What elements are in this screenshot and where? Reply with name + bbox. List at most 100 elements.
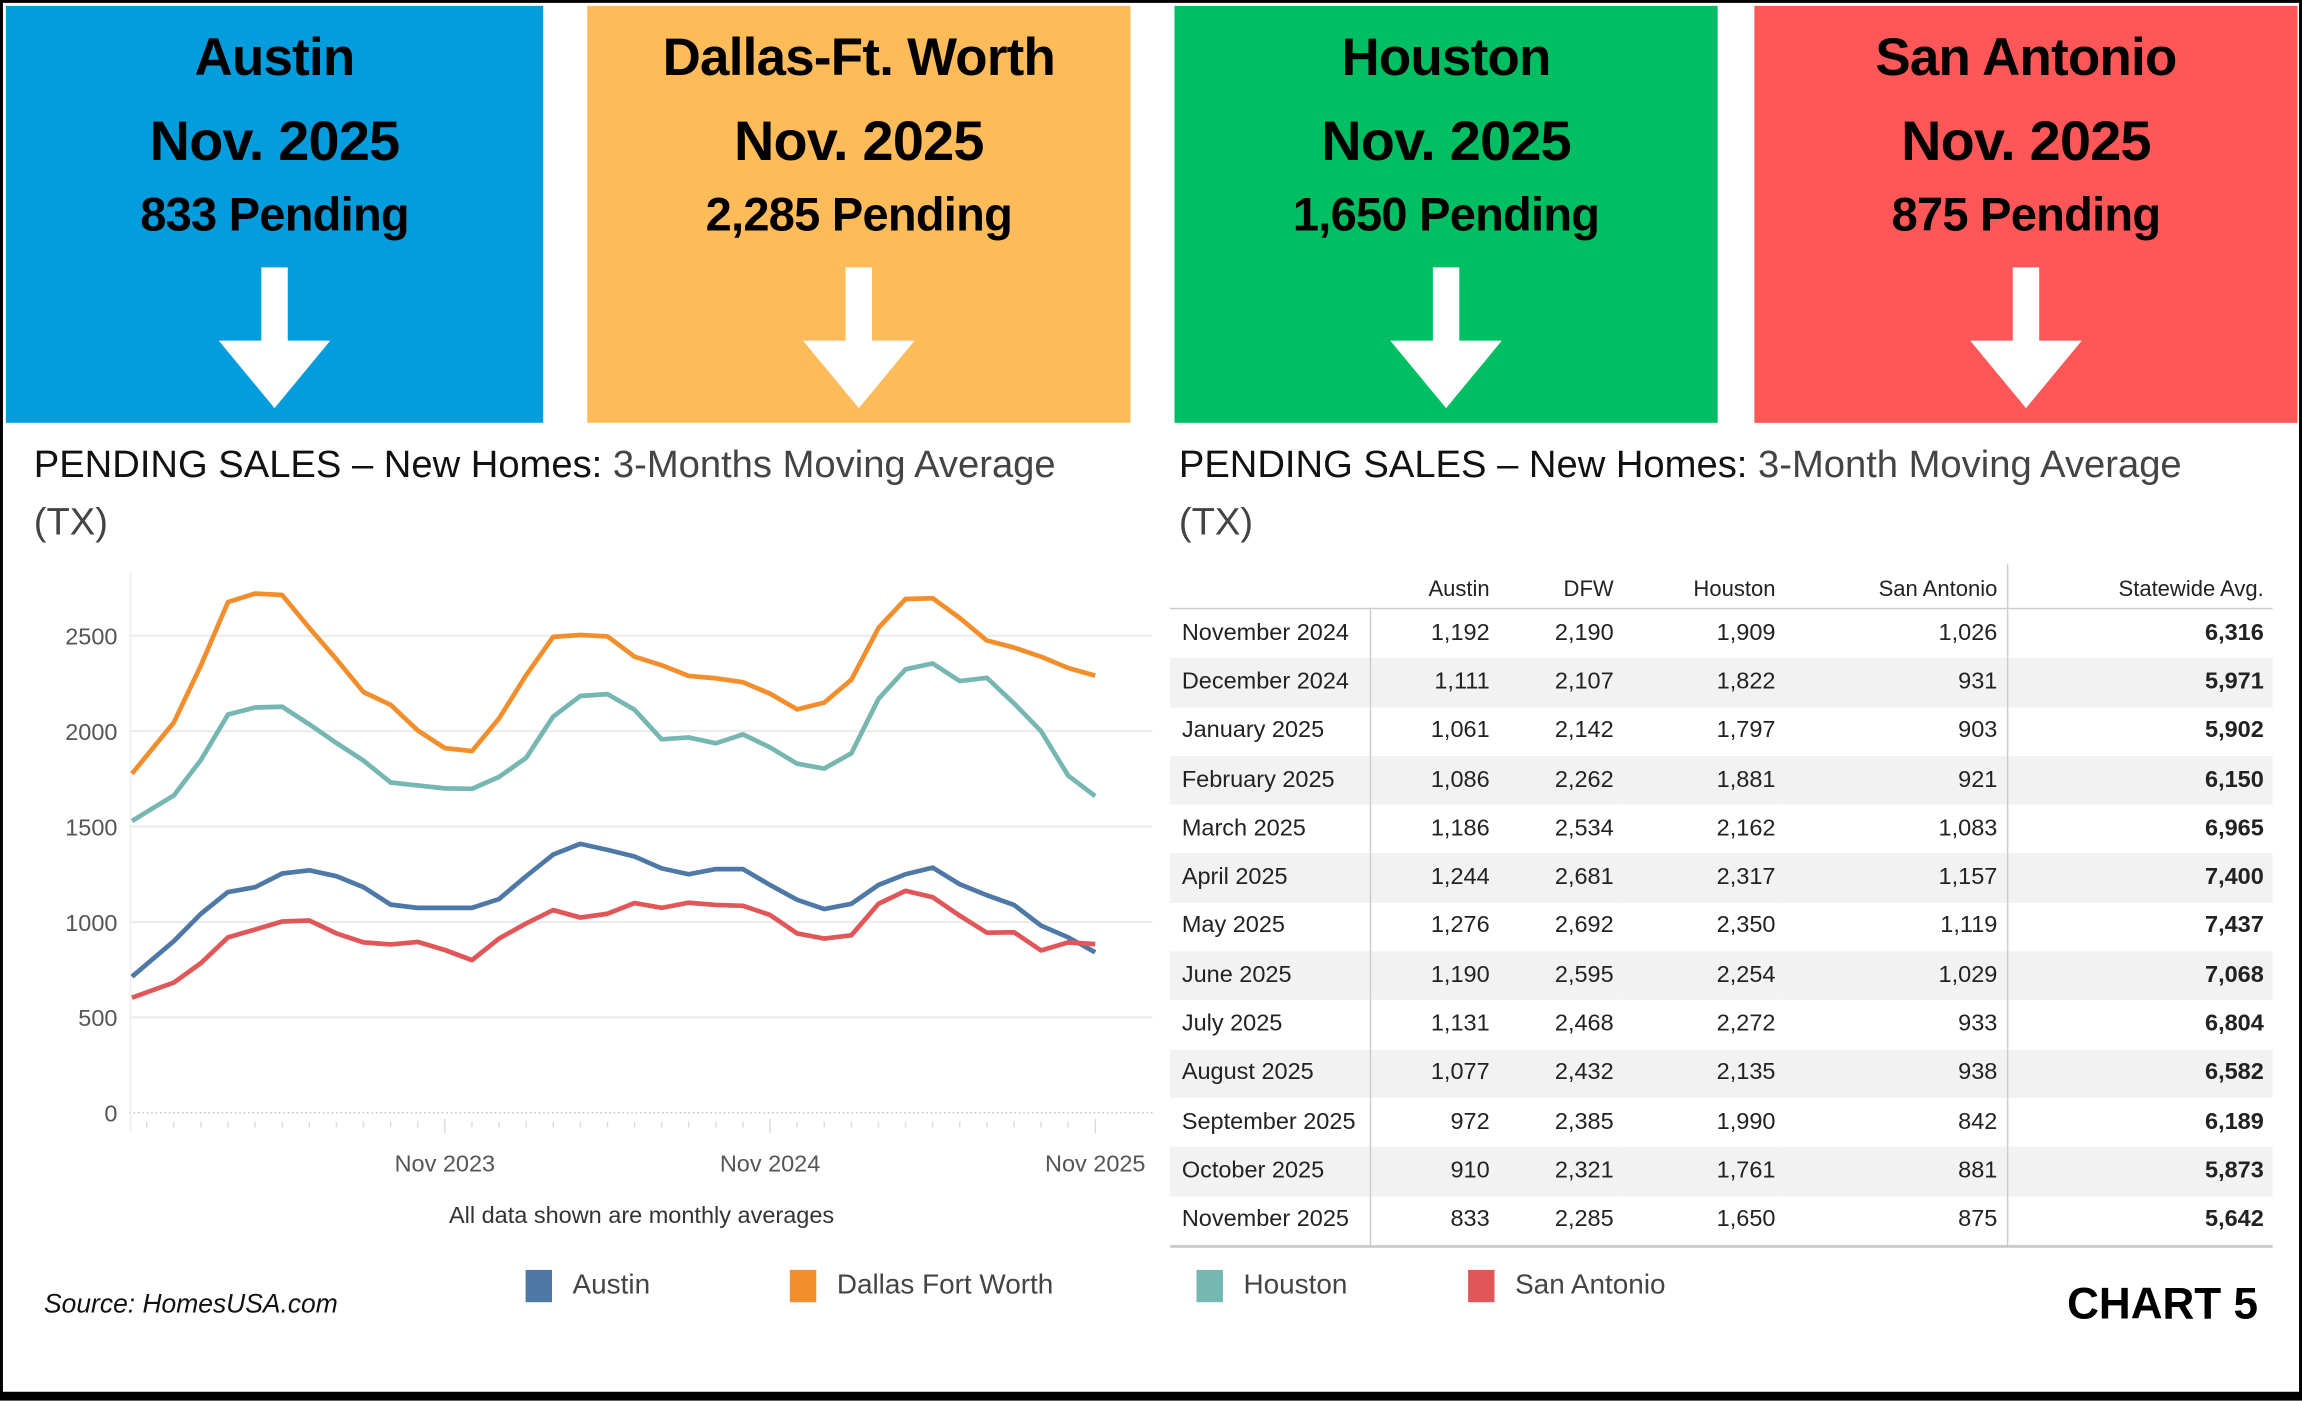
market-card: Houston Nov. 2025 1,650 Pending — [1174, 5, 1718, 423]
card-city: Austin — [194, 26, 356, 87]
card-city: San Antonio — [1875, 26, 2177, 87]
legend-label: Houston — [1243, 1269, 1348, 1301]
table-cell: 1,881 — [1716, 767, 1776, 793]
down-arrow-icon — [803, 267, 915, 409]
table-cell: 2,272 — [1716, 1011, 1776, 1037]
table-cell: 2,107 — [1554, 669, 1614, 695]
table-cell: 972 — [1450, 1109, 1490, 1135]
table-row: November 2024 1,192 2,190 1,909 1,026 6,316 — [1170, 607, 2273, 659]
table-cell: 2,142 — [1554, 718, 1614, 744]
table-cell: 2,595 — [1554, 962, 1614, 988]
table-cell: 2,321 — [1554, 1158, 1614, 1184]
table-cell: 1,761 — [1716, 1158, 1776, 1184]
table-cell: 938 — [1958, 1060, 1998, 1086]
table-cell: 1,909 — [1622, 607, 1785, 659]
table-row: October 2025 910 2,321 1,761 881 5,873 — [1170, 1146, 2273, 1196]
card-pending: 875 Pending — [1891, 187, 2161, 241]
table-title: PENDING SALES – New Homes: 3-Month Movin… — [1179, 436, 2207, 551]
table-row: May 2025 1,276 2,692 2,350 1,119 7,437 — [1170, 902, 2273, 952]
table-row: April 2025 1,244 2,681 2,317 1,157 7,400 — [1170, 853, 2273, 903]
x-tick-label: Nov 2024 — [720, 1151, 820, 1177]
chart-title: PENDING SALES – New Homes: 3-Months Movi… — [34, 436, 1062, 551]
table-cell: 1,077 — [1430, 1060, 1490, 1086]
table-cell: 1,086 — [1430, 767, 1490, 793]
table-cell: 875 — [1784, 1195, 2007, 1248]
row-label: May 2025 — [1170, 902, 1372, 952]
legend-item: San Antonio — [1468, 1269, 1666, 1303]
row-label: June 2025 — [1170, 951, 1372, 1001]
y-tick-label: 1500 — [65, 814, 117, 840]
table-title-rest: 3-Month Moving Average (TX) — [1178, 441, 2182, 544]
card-month: Nov. 2025 — [1321, 111, 1571, 174]
table-cell: 1,990 — [1716, 1109, 1776, 1135]
column-header — [1170, 564, 1370, 609]
table-row: December 2024 1,111 2,107 1,822 931 5,971 — [1170, 658, 2273, 708]
table-cell: 2,692 — [1554, 913, 1614, 939]
table-cell: 2,432 — [1554, 1060, 1614, 1086]
table-cell: 2,681 — [1554, 864, 1614, 890]
table-cell: 1,192 — [1370, 607, 1499, 659]
x-tick-label: Nov 2023 — [395, 1151, 495, 1177]
row-label: November 2024 — [1170, 607, 1372, 659]
table-cell: 6,804 — [2006, 1000, 2273, 1050]
column-header: Houston — [1693, 576, 1776, 602]
legend-swatch — [789, 1269, 817, 1303]
table-cell: 1,190 — [1430, 962, 1490, 988]
column-header: San Antonio — [1878, 576, 1998, 602]
table-row: July 2025 1,131 2,468 2,272 933 6,804 — [1170, 1000, 2273, 1050]
table-cell: 1,650 — [1622, 1195, 1785, 1248]
source-credit: Source: HomesUSA.com — [44, 1288, 338, 1319]
market-card: Dallas-Ft. Worth Nov. 2025 2,285 Pending — [587, 5, 1131, 423]
table-cell: 1,244 — [1430, 864, 1490, 890]
down-arrow-icon — [1970, 267, 2082, 409]
column-header: Austin — [1428, 576, 1490, 602]
table-cell: 1,822 — [1716, 669, 1776, 695]
table-cell: 1,061 — [1430, 718, 1490, 744]
table-cell: 2,262 — [1554, 767, 1614, 793]
table-row: November 2025 833 2,285 1,650 875 5,642 — [1170, 1195, 2273, 1248]
table-cell: 1,186 — [1430, 816, 1490, 841]
series-line-dallas-fort-worth — [130, 591, 1096, 776]
table-cell: 833 — [1370, 1195, 1499, 1248]
table-cell: 2,534 — [1554, 816, 1614, 841]
card-month: Nov. 2025 — [1901, 111, 2151, 174]
column-header: Statewide Avg. — [2006, 563, 2273, 609]
table-header-row: Austin DFW Houston San Antonio Statewide Avg… — [1170, 563, 2273, 609]
chart-label: CHART 5 — [2067, 1280, 2258, 1329]
table-cell: 921 — [1958, 767, 1998, 793]
table-cell: 1,131 — [1430, 1011, 1490, 1037]
legend-item: Houston — [1196, 1269, 1348, 1303]
table-cell: 2,468 — [1554, 1011, 1614, 1037]
table-cell: 1,276 — [1430, 913, 1490, 939]
table-cell: 2,350 — [1716, 913, 1776, 939]
table-cell: 6,316 — [2006, 607, 2273, 659]
card-city: Houston — [1341, 26, 1551, 87]
legend-swatch — [1196, 1269, 1223, 1303]
market-card: San Antonio Nov. 2025 875 Pending — [1754, 5, 2298, 423]
x-tick-label: Nov 2025 — [1045, 1151, 1145, 1177]
pending-sales-table: Austin DFW Houston San Antonio Statewide Avg… — [1170, 563, 2273, 1248]
card-city: Dallas-Ft. Worth — [662, 26, 1056, 87]
legend-swatch — [525, 1269, 553, 1303]
table-cell: 881 — [1958, 1158, 1998, 1184]
row-label: April 2025 — [1170, 853, 1372, 903]
card-month: Nov. 2025 — [149, 111, 400, 174]
row-label: February 2025 — [1170, 755, 1372, 805]
table-cell: 2,162 — [1716, 816, 1776, 841]
table-row: June 2025 1,190 2,595 2,254 1,029 7,068 — [1170, 951, 2273, 1001]
card-pending: 1,650 Pending — [1292, 187, 1600, 241]
y-tick-label: 500 — [78, 1005, 117, 1031]
y-tick-label: 0 — [104, 1101, 117, 1127]
row-label: October 2025 — [1170, 1146, 1372, 1196]
market-card: Austin Nov. 2025 833 Pending — [5, 5, 544, 423]
legend-label: San Antonio — [1515, 1269, 1666, 1301]
table-cell: 2,254 — [1716, 962, 1776, 988]
row-label: December 2024 — [1170, 658, 1372, 708]
table-row: September 2025 972 2,385 1,990 842 6,189 — [1170, 1098, 2273, 1147]
table-cell: 931 — [1958, 669, 1998, 695]
line-chart: 0 500 1000 1500 2000 2500 Nov 2023 Nov 2024 Nov … — [65, 572, 1153, 1177]
down-arrow-icon — [218, 267, 331, 409]
series-line-austin — [130, 841, 1097, 979]
